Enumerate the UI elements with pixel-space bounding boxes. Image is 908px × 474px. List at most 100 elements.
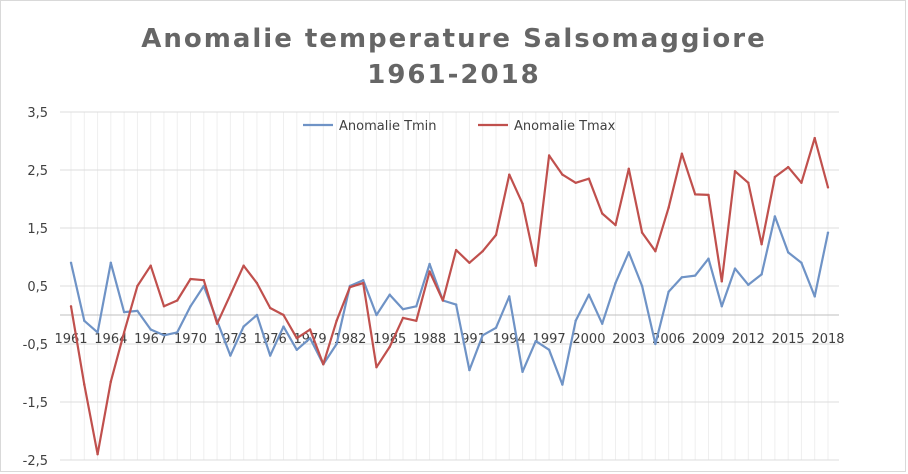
x-tick-label: 1982	[333, 332, 366, 347]
data-point	[149, 264, 152, 267]
data-point	[454, 303, 458, 306]
data-point	[561, 173, 564, 176]
x-tick-label: 1964	[94, 332, 127, 347]
data-point	[747, 181, 750, 184]
data-point	[255, 281, 259, 285]
data-point	[295, 337, 298, 340]
x-tick-label: 1997	[533, 332, 566, 347]
y-tick-label: -2,5	[23, 454, 48, 469]
data-point	[176, 331, 179, 334]
data-point	[375, 313, 378, 317]
data-point	[282, 325, 285, 328]
data-point	[83, 319, 86, 322]
data-point	[773, 215, 777, 218]
chart-title: Anomalie temperature Salsomaggiore	[141, 24, 767, 54]
data-point	[96, 453, 99, 456]
data-point	[149, 328, 152, 331]
data-point	[428, 262, 431, 266]
y-tick-label: 0,5	[27, 280, 48, 295]
data-point	[215, 322, 219, 325]
x-tick-label: 2015	[772, 332, 805, 347]
data-point	[122, 310, 126, 314]
series-line-tmin	[69, 215, 830, 386]
data-point	[680, 276, 684, 279]
x-tick-label: 1961	[54, 332, 87, 347]
data-point	[494, 233, 498, 237]
data-point	[707, 193, 710, 197]
data-point	[813, 295, 816, 298]
data-point	[667, 206, 670, 209]
data-point	[189, 277, 192, 281]
data-point	[707, 257, 710, 260]
data-point	[481, 250, 484, 253]
data-point	[826, 186, 830, 189]
data-point	[640, 231, 644, 234]
x-tick-label: 2018	[811, 332, 844, 347]
legend-label: Anomalie Tmax	[514, 119, 616, 134]
data-point	[401, 308, 405, 311]
data-point	[388, 293, 391, 296]
x-tick-label: 1976	[254, 332, 287, 347]
data-point	[401, 316, 405, 320]
data-point	[786, 251, 790, 254]
data-point	[574, 181, 577, 184]
data-point	[640, 284, 644, 288]
data-point	[295, 348, 298, 351]
data-point	[468, 368, 471, 372]
data-point	[242, 264, 245, 267]
x-tick-label: 1973	[214, 332, 247, 347]
data-point	[521, 370, 524, 374]
data-point	[800, 261, 803, 264]
data-point	[800, 181, 803, 184]
data-point	[322, 363, 325, 366]
data-point	[680, 152, 684, 155]
data-point	[587, 177, 591, 180]
data-point	[136, 309, 139, 313]
data-point	[561, 383, 564, 386]
data-point	[229, 293, 232, 296]
data-point	[428, 270, 431, 273]
data-point	[255, 313, 259, 317]
data-point	[773, 175, 777, 179]
data-point	[308, 337, 312, 340]
data-point	[308, 328, 312, 331]
x-tick-label: 1985	[373, 332, 406, 347]
data-point	[601, 212, 604, 215]
data-point	[109, 261, 113, 264]
data-point	[720, 280, 723, 283]
data-point	[83, 383, 86, 386]
series-line-tmax	[69, 137, 830, 456]
data-point	[574, 319, 577, 322]
data-point	[415, 319, 418, 322]
y-tick-label: 2,5	[27, 164, 48, 179]
data-point	[415, 305, 418, 308]
data-point	[242, 325, 245, 328]
x-tick-label: 2006	[652, 332, 685, 347]
data-point	[547, 154, 551, 157]
data-point	[69, 305, 73, 308]
data-point	[162, 305, 166, 308]
data-point	[786, 165, 790, 169]
x-tick-label: 2012	[732, 332, 765, 347]
data-point	[269, 306, 272, 310]
data-point	[826, 231, 830, 234]
data-point	[69, 261, 73, 264]
y-tick-label: -1,5	[23, 396, 48, 411]
data-point	[269, 354, 272, 357]
data-point	[494, 326, 498, 329]
x-tick-label: 2009	[692, 332, 725, 347]
data-point	[534, 264, 538, 267]
data-point	[454, 248, 458, 252]
chart-subtitle: 1961-2018	[367, 60, 541, 90]
data-point	[654, 342, 657, 346]
y-tick-label: 3,5	[27, 106, 48, 121]
data-point	[361, 279, 365, 282]
data-point	[282, 313, 285, 317]
x-tick-label: 1994	[493, 332, 526, 347]
x-tick-label: 2000	[572, 332, 605, 347]
data-point	[136, 284, 139, 288]
data-point	[760, 273, 763, 276]
x-tick-label: 1988	[413, 332, 446, 347]
